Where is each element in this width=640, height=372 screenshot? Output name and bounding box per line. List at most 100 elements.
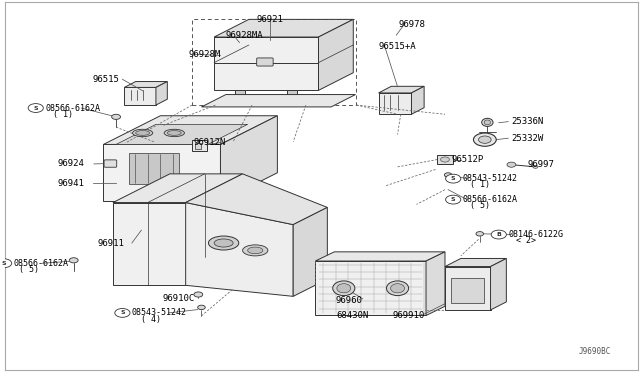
Circle shape	[127, 274, 134, 278]
Text: 68430N: 68430N	[336, 311, 368, 320]
Text: S: S	[2, 261, 6, 266]
Polygon shape	[129, 153, 179, 185]
Text: 08146-6122G: 08146-6122G	[508, 230, 563, 239]
Polygon shape	[379, 93, 412, 114]
Polygon shape	[186, 202, 293, 296]
FancyBboxPatch shape	[104, 160, 116, 167]
Ellipse shape	[132, 129, 153, 137]
Circle shape	[444, 173, 452, 177]
Ellipse shape	[209, 236, 239, 250]
Circle shape	[465, 299, 471, 302]
FancyBboxPatch shape	[437, 155, 452, 164]
Circle shape	[533, 166, 538, 169]
Polygon shape	[316, 261, 426, 315]
Polygon shape	[293, 208, 327, 296]
Text: 96515+A: 96515+A	[379, 42, 416, 51]
Polygon shape	[113, 174, 243, 202]
Ellipse shape	[387, 281, 408, 296]
Polygon shape	[202, 94, 355, 107]
Text: ( 1): ( 1)	[470, 180, 490, 189]
Text: 96941: 96941	[57, 179, 84, 187]
Text: 96910C: 96910C	[163, 294, 195, 303]
Polygon shape	[214, 37, 319, 90]
Polygon shape	[490, 259, 506, 310]
Text: S: S	[33, 106, 38, 110]
Text: ( 5): ( 5)	[470, 201, 490, 210]
Text: 08543-51242: 08543-51242	[463, 174, 518, 183]
Text: 96515: 96515	[93, 75, 120, 84]
Text: 08566-6162A: 08566-6162A	[13, 259, 68, 268]
Ellipse shape	[164, 129, 184, 137]
FancyBboxPatch shape	[257, 58, 273, 66]
Circle shape	[115, 308, 130, 317]
Circle shape	[69, 258, 78, 263]
Text: 96924: 96924	[57, 160, 84, 169]
Polygon shape	[235, 90, 245, 96]
Text: 96960: 96960	[335, 295, 362, 305]
Text: S: S	[451, 176, 456, 181]
Circle shape	[28, 104, 44, 112]
Text: J9690BC: J9690BC	[579, 347, 611, 356]
Circle shape	[476, 232, 484, 236]
Text: ( 4): ( 4)	[141, 315, 161, 324]
Text: 08543-51242: 08543-51242	[132, 308, 187, 317]
Polygon shape	[116, 124, 248, 144]
Polygon shape	[316, 252, 445, 261]
Polygon shape	[124, 87, 156, 105]
Ellipse shape	[167, 131, 181, 135]
Text: 969910: 969910	[393, 311, 425, 320]
Text: 08566-6162A: 08566-6162A	[463, 195, 518, 204]
Ellipse shape	[337, 284, 351, 293]
Text: 25336N: 25336N	[511, 117, 543, 126]
Ellipse shape	[243, 245, 268, 256]
Circle shape	[445, 174, 461, 183]
Text: ( 1): ( 1)	[53, 110, 73, 119]
Text: 25332W: 25332W	[511, 134, 543, 143]
Circle shape	[440, 157, 449, 162]
Polygon shape	[412, 86, 424, 114]
Ellipse shape	[136, 131, 150, 135]
Text: S: S	[451, 197, 456, 202]
Ellipse shape	[484, 120, 490, 125]
Circle shape	[491, 230, 506, 239]
Text: 96912N: 96912N	[194, 138, 226, 147]
Polygon shape	[319, 19, 353, 90]
Polygon shape	[445, 267, 490, 310]
Circle shape	[465, 278, 471, 281]
Text: 96921: 96921	[257, 15, 284, 24]
Text: 96997: 96997	[527, 160, 554, 169]
Text: 96928M: 96928M	[189, 50, 221, 59]
Text: 96512P: 96512P	[451, 155, 484, 164]
Text: 96911: 96911	[97, 238, 124, 247]
Polygon shape	[287, 90, 298, 96]
Text: S: S	[120, 310, 125, 315]
Polygon shape	[104, 116, 277, 144]
Polygon shape	[113, 202, 186, 285]
Circle shape	[479, 136, 491, 143]
Ellipse shape	[482, 118, 493, 126]
Circle shape	[111, 114, 120, 119]
Circle shape	[0, 259, 12, 268]
Circle shape	[474, 133, 496, 146]
Ellipse shape	[333, 281, 355, 296]
Polygon shape	[124, 81, 167, 87]
Ellipse shape	[390, 284, 404, 293]
Text: B: B	[497, 232, 501, 237]
Polygon shape	[186, 174, 327, 225]
Polygon shape	[220, 116, 277, 202]
Ellipse shape	[248, 247, 263, 254]
Text: < 2>: < 2>	[516, 236, 536, 245]
Polygon shape	[156, 81, 167, 105]
Circle shape	[445, 195, 461, 204]
Circle shape	[198, 305, 205, 310]
Text: 96978: 96978	[399, 20, 426, 29]
FancyBboxPatch shape	[195, 142, 202, 149]
Polygon shape	[445, 259, 506, 267]
Polygon shape	[451, 278, 484, 302]
Text: 96928MA: 96928MA	[225, 31, 263, 41]
Circle shape	[507, 162, 516, 167]
Text: ( 5): ( 5)	[19, 265, 39, 274]
Polygon shape	[379, 86, 424, 93]
Polygon shape	[192, 140, 207, 151]
Text: 08566-6162A: 08566-6162A	[45, 103, 100, 112]
